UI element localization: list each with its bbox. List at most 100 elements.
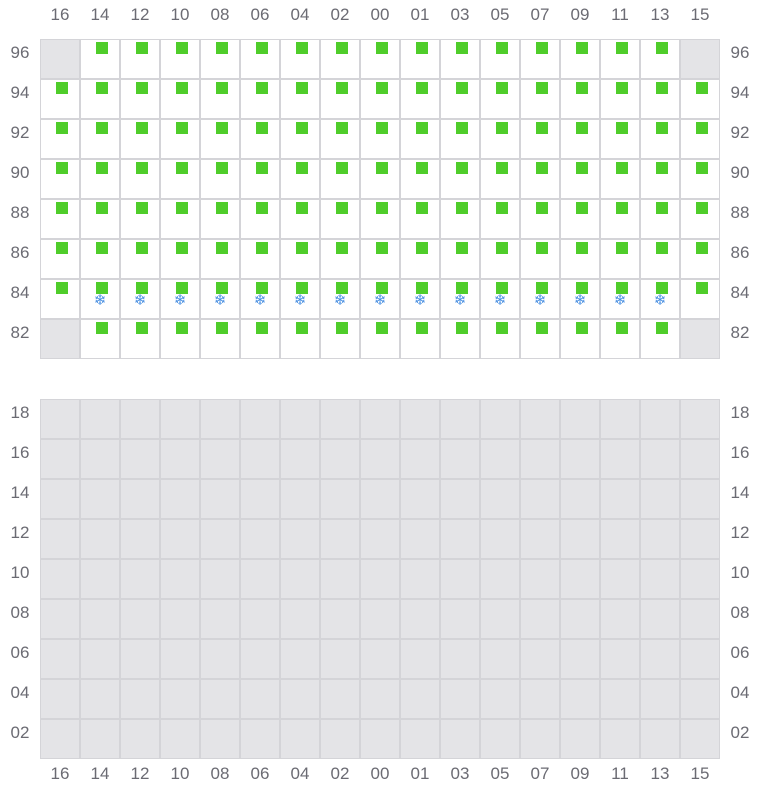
seat-cell[interactable] xyxy=(601,160,639,198)
seat-cell[interactable]: ❄ xyxy=(321,280,359,318)
seat-cell[interactable] xyxy=(681,200,719,238)
seat-cell[interactable] xyxy=(401,320,439,358)
seat-cell[interactable]: ❄ xyxy=(81,280,119,318)
seat-cell[interactable] xyxy=(641,160,679,198)
seat-cell[interactable] xyxy=(521,320,559,358)
seat-cell[interactable] xyxy=(161,160,199,198)
seat-cell[interactable] xyxy=(161,240,199,278)
seat-cell[interactable] xyxy=(361,160,399,198)
seat-cell[interactable]: ❄ xyxy=(281,280,319,318)
seat-cell[interactable] xyxy=(121,160,159,198)
seat-cell[interactable] xyxy=(161,40,199,78)
seat-cell[interactable] xyxy=(681,160,719,198)
seat-cell[interactable] xyxy=(81,320,119,358)
seat-cell[interactable] xyxy=(281,120,319,158)
seat-cell[interactable] xyxy=(241,240,279,278)
seat-cell[interactable] xyxy=(601,80,639,118)
seat-cell[interactable] xyxy=(641,200,679,238)
seat-cell[interactable]: ❄ xyxy=(441,280,479,318)
seat-cell[interactable]: ❄ xyxy=(601,280,639,318)
seat-cell[interactable] xyxy=(81,80,119,118)
seat-cell[interactable] xyxy=(441,80,479,118)
seat-cell[interactable] xyxy=(121,80,159,118)
seat-cell[interactable] xyxy=(201,160,239,198)
seat-cell[interactable] xyxy=(281,240,319,278)
seat-cell[interactable] xyxy=(401,160,439,198)
seat-cell[interactable]: ❄ xyxy=(521,280,559,318)
seat-cell[interactable] xyxy=(441,160,479,198)
seat-cell[interactable] xyxy=(81,40,119,78)
seat-cell[interactable] xyxy=(121,40,159,78)
seat-cell[interactable] xyxy=(201,80,239,118)
seat-cell[interactable] xyxy=(641,80,679,118)
seat-cell[interactable] xyxy=(481,160,519,198)
seat-cell[interactable] xyxy=(561,120,599,158)
seat-cell[interactable] xyxy=(281,200,319,238)
seat-cell[interactable] xyxy=(521,120,559,158)
seat-cell[interactable] xyxy=(241,160,279,198)
seat-cell[interactable] xyxy=(321,320,359,358)
seat-cell[interactable] xyxy=(441,200,479,238)
seat-cell[interactable] xyxy=(281,40,319,78)
seat-cell[interactable] xyxy=(321,200,359,238)
seat-cell[interactable] xyxy=(201,120,239,158)
seat-cell[interactable] xyxy=(561,240,599,278)
seat-cell[interactable] xyxy=(601,240,639,278)
seat-cell[interactable]: ❄ xyxy=(121,280,159,318)
seat-cell[interactable] xyxy=(401,120,439,158)
seat-cell[interactable]: ❄ xyxy=(241,280,279,318)
seat-cell[interactable] xyxy=(81,200,119,238)
seat-cell[interactable] xyxy=(481,320,519,358)
seat-cell[interactable] xyxy=(161,120,199,158)
seat-cell[interactable] xyxy=(521,160,559,198)
seat-cell[interactable] xyxy=(561,40,599,78)
seat-cell[interactable] xyxy=(361,320,399,358)
seat-cell[interactable] xyxy=(481,40,519,78)
seat-cell[interactable] xyxy=(41,120,79,158)
seat-cell[interactable] xyxy=(321,240,359,278)
seat-cell[interactable] xyxy=(601,320,639,358)
seat-cell[interactable] xyxy=(521,240,559,278)
seat-cell[interactable] xyxy=(321,120,359,158)
seat-cell[interactable] xyxy=(401,80,439,118)
seat-cell[interactable] xyxy=(121,200,159,238)
seat-cell[interactable] xyxy=(601,40,639,78)
seat-cell[interactable]: ❄ xyxy=(481,280,519,318)
seat-cell[interactable] xyxy=(641,40,679,78)
seat-cell[interactable] xyxy=(681,280,719,318)
seat-cell[interactable] xyxy=(201,200,239,238)
seat-cell[interactable] xyxy=(41,200,79,238)
seat-cell[interactable] xyxy=(561,80,599,118)
seat-cell[interactable] xyxy=(601,200,639,238)
seat-cell[interactable] xyxy=(281,160,319,198)
seat-cell[interactable] xyxy=(681,120,719,158)
seat-cell[interactable] xyxy=(81,120,119,158)
seat-cell[interactable] xyxy=(681,240,719,278)
seat-cell[interactable] xyxy=(241,320,279,358)
seat-cell[interactable] xyxy=(441,40,479,78)
seat-cell[interactable] xyxy=(121,320,159,358)
seat-cell[interactable] xyxy=(561,200,599,238)
seat-cell[interactable]: ❄ xyxy=(201,280,239,318)
seat-cell[interactable] xyxy=(521,200,559,238)
seat-cell[interactable] xyxy=(641,240,679,278)
seat-cell[interactable]: ❄ xyxy=(401,280,439,318)
seat-cell[interactable] xyxy=(361,240,399,278)
seat-cell[interactable] xyxy=(601,120,639,158)
seat-cell[interactable] xyxy=(401,200,439,238)
seat-cell[interactable] xyxy=(441,120,479,158)
seat-cell[interactable] xyxy=(41,280,79,318)
seat-cell[interactable] xyxy=(481,240,519,278)
seat-cell[interactable] xyxy=(41,160,79,198)
seat-cell[interactable]: ❄ xyxy=(561,280,599,318)
seat-cell[interactable] xyxy=(281,320,319,358)
seat-cell[interactable] xyxy=(241,40,279,78)
seat-cell[interactable] xyxy=(321,40,359,78)
seat-cell[interactable] xyxy=(81,160,119,198)
seat-cell[interactable] xyxy=(281,80,319,118)
seat-cell[interactable] xyxy=(321,160,359,198)
seat-cell[interactable] xyxy=(201,40,239,78)
seat-cell[interactable] xyxy=(201,320,239,358)
seat-cell[interactable] xyxy=(481,120,519,158)
seat-cell[interactable] xyxy=(561,160,599,198)
